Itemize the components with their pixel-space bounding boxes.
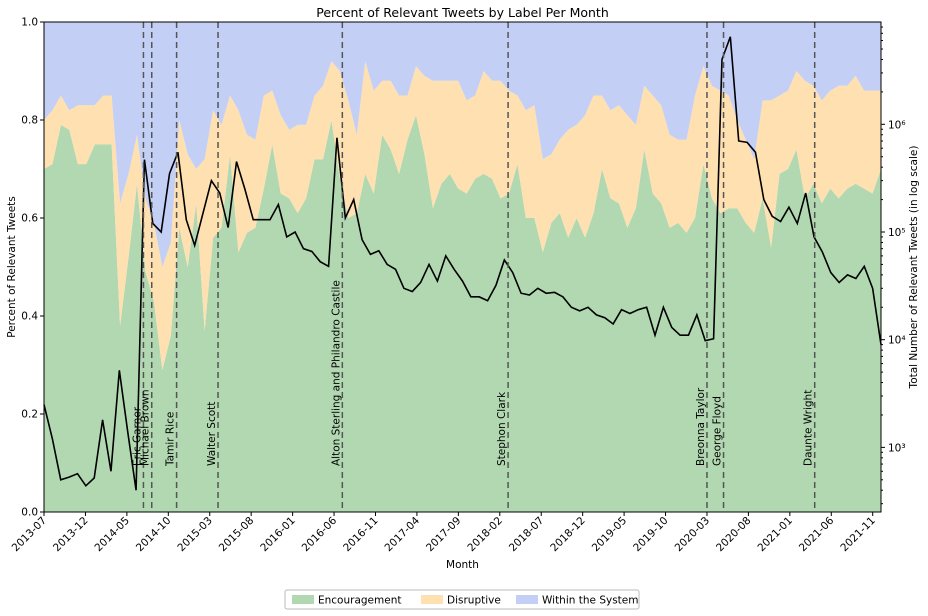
event-label: Michael Brown [140, 389, 152, 466]
x-tick-label: 2015-03 [175, 515, 215, 555]
x-tick-label: 2018-07 [507, 515, 547, 555]
y-right-tick-label: 10⁴ [888, 335, 906, 347]
y-tick-label: 0.8 [21, 115, 38, 127]
event-label: Breonna Taylor [695, 387, 707, 466]
x-tick-label: 2020-03 [673, 515, 713, 555]
event-label: Stephon Clark [496, 391, 508, 466]
y-tick-label: 0.2 [21, 409, 38, 421]
x-tick-label: 2020-08 [714, 515, 754, 555]
x-tick-label: 2014-10 [134, 515, 174, 555]
event-label: George Floyd [712, 396, 724, 466]
y-right-tick-label: 10⁵ [888, 227, 906, 239]
event-label: Walter Scott [206, 402, 218, 466]
plot-frame [43, 21, 882, 513]
y-tick-label: 0.4 [21, 311, 38, 323]
y-tick-label: 1.0 [21, 17, 38, 29]
x-tick-label: 2018-12 [548, 515, 588, 555]
y-right-tick-label: 10³ [888, 442, 906, 454]
x-tick-label: 2015-08 [217, 515, 257, 555]
event-label: Tamir Rice [165, 412, 177, 467]
legend-swatch [516, 595, 538, 604]
legend-box [284, 589, 640, 610]
legend: Encouragement Disruptive Within the System [284, 589, 640, 610]
area-encouragement [44, 115, 881, 512]
x-tick-label: 2018-02 [465, 515, 505, 555]
x-tick-label: 2021-06 [797, 514, 837, 554]
y-right-tick-label: 10⁶ [888, 119, 906, 131]
x-tick-label: 2016-06 [300, 514, 340, 554]
area-within-the-system [44, 22, 881, 267]
x-tick-label: 2021-11 [838, 515, 878, 555]
x-tick-label: 2019-10 [631, 515, 671, 555]
chart-title: Percent of Relevant Tweets by Label Per … [316, 5, 609, 20]
x-tick-label: 2014-05 [92, 515, 132, 555]
y-tick-label: 0.0 [21, 507, 38, 519]
x-tick-label: 2019-05 [590, 515, 630, 555]
x-tick-label: 2017-04 [383, 514, 423, 554]
y-axis-label: Percent of Relevant Tweets [6, 196, 18, 338]
y-tick-label: 0.6 [21, 213, 38, 225]
legend-entry: Encouragement [318, 595, 401, 607]
x-axis-label: Month [446, 559, 479, 571]
legend-swatch [421, 595, 443, 604]
total-line-layer [43, 36, 882, 491]
x-tick-label: 2013-07 [10, 515, 50, 555]
legend-entry: Within the System [542, 595, 638, 607]
stacked-areas [44, 22, 881, 512]
legend-entry: Disruptive [447, 595, 501, 607]
x-tick-label: 2016-11 [341, 515, 381, 555]
x-tick-label: 2017-09 [424, 515, 464, 555]
total-tweets-line [43, 36, 882, 491]
x-tick-label: 2013-12 [51, 515, 91, 555]
legend-swatch [292, 595, 314, 604]
event-label: Eric Garner [131, 406, 143, 466]
event-label: Daunte Wright [803, 390, 815, 466]
x-tick-label: 2016-01 [258, 515, 298, 555]
y-axis-right-label: Total Number of Relevant Tweets (in log … [908, 146, 920, 390]
area-disruptive [44, 61, 881, 370]
event-label: Alton Sterling and Philandro Castile [330, 280, 342, 466]
x-tick-label: 2021-01 [755, 515, 795, 555]
